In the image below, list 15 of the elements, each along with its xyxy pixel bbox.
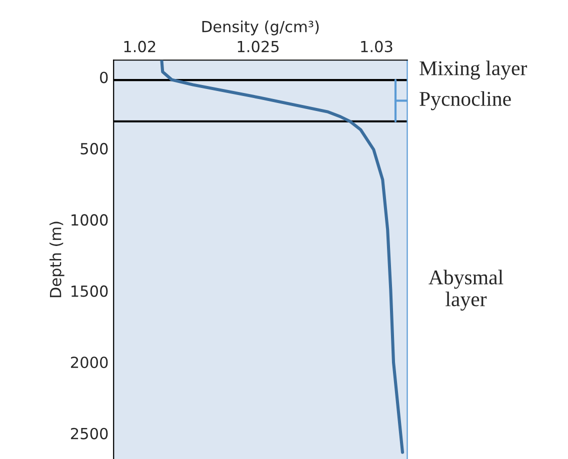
- band-label: Abysmal layer: [428, 270, 504, 311]
- y-tick-label: 2000: [70, 356, 108, 368]
- line-series: [160, 60, 404, 454]
- y-tick-label: 2500: [70, 428, 108, 440]
- y-tick-label: 0: [100, 72, 108, 84]
- y-tick-label: 500: [80, 142, 108, 154]
- x-tick-label: 1.02: [124, 40, 156, 52]
- y-tick-label: 1000: [72, 214, 108, 226]
- x-tick-label: 1.03: [361, 40, 392, 52]
- y-tick-label: 1500: [72, 285, 108, 297]
- x-tick-label: 1.025: [238, 40, 279, 52]
- band-label: Mixing layer: [420, 60, 528, 80]
- band-label: Pycnocline: [420, 91, 511, 110]
- x-axis-title: Density (g/cm³): [202, 20, 319, 36]
- y-axis-title: Depth (m): [50, 222, 64, 298]
